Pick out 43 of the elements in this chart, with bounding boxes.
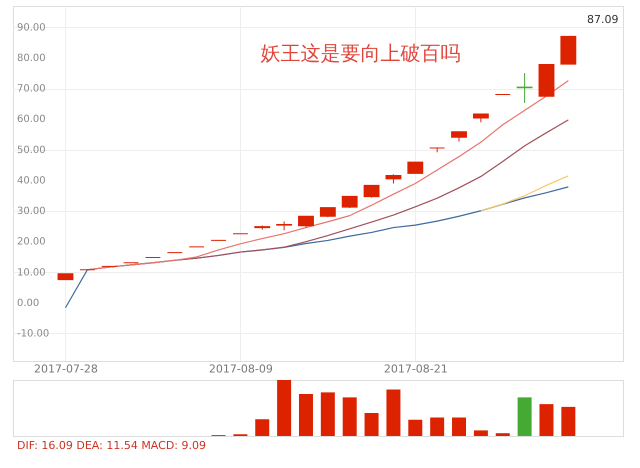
bar (364, 413, 379, 436)
bar (539, 404, 554, 436)
text: 87.09 (587, 13, 618, 26)
bar (474, 430, 488, 436)
y-tick-label: 20.00 (17, 236, 46, 248)
bar (255, 419, 270, 436)
bar (518, 397, 532, 436)
bar (320, 392, 335, 436)
x-tick-label: 2017-08-21 (384, 362, 448, 376)
y-tick-label: 10.00 (17, 267, 46, 278)
candlestick (516, 72, 533, 104)
bar (277, 380, 292, 436)
bar (430, 418, 444, 436)
candlestick (407, 162, 424, 174)
bar (408, 420, 422, 436)
bar (496, 433, 510, 436)
candlestick (364, 184, 380, 198)
bar (298, 394, 313, 436)
x-tick-label: 2017-07-28 (34, 362, 98, 376)
candlestick (320, 207, 336, 218)
y-tick-label: 90.00 (17, 22, 46, 34)
bar (452, 418, 466, 436)
y-tick-label: 0.00 (17, 298, 40, 309)
candlestick (298, 216, 314, 228)
candlestick (451, 131, 467, 142)
y-tick-label: 70.00 (17, 84, 46, 95)
x-tick-label: 2017-08-09 (208, 362, 273, 376)
y-tick-label: 40.00 (17, 175, 46, 186)
bar (386, 390, 400, 436)
line-series (86, 80, 569, 270)
line-series (480, 175, 569, 212)
candlestick (342, 196, 358, 208)
y-tick-label: 30.00 (17, 206, 46, 218)
y-tick-label: 60.00 (17, 114, 46, 126)
y-tick-label: 50.00 (17, 144, 46, 156)
text: DIF: 16.09 DEA: 11.54 MACD: 9.09 (17, 439, 206, 452)
y-tick-label: 80.00 (17, 53, 46, 64)
annotation: 妖王这是要向上破百吗 (260, 41, 461, 65)
candlestick (385, 174, 402, 184)
y-tick-label: -10.00 (17, 328, 50, 340)
bar (342, 397, 357, 436)
bar (561, 406, 576, 436)
candlestick (429, 148, 446, 153)
